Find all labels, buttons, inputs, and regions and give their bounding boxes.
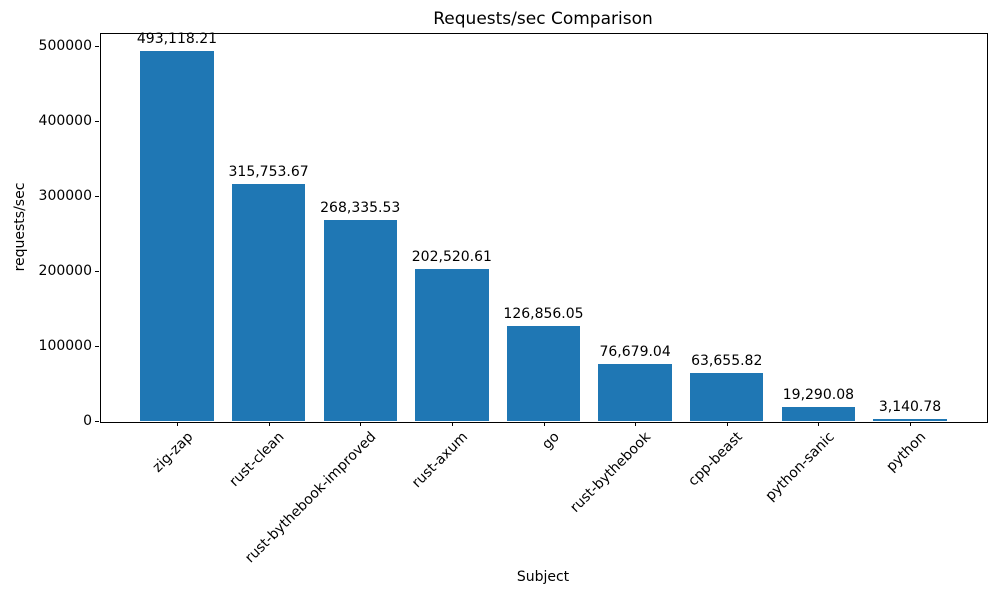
bar-value-label-zig-zap: 493,118.21	[136, 31, 218, 48]
bar-value-label-python-sanic: 19,290.08	[782, 386, 855, 403]
x-axis-tick	[726, 422, 728, 426]
y-axis-tick	[95, 421, 99, 422]
x-axis-label: Subject	[516, 569, 570, 585]
y-axis-tick-label: 100000	[38, 338, 92, 355]
bar-value-label-rust-axum: 202,520.61	[411, 249, 492, 266]
x-axis-tick-label-python-sanic: python-sanic	[762, 429, 838, 505]
bar-value-label-go: 126,856.05	[503, 305, 584, 322]
bar-rust-bythebook	[598, 363, 672, 421]
y-axis-tick-label: 500000	[38, 38, 92, 55]
bar-value-label-cpp-beast: 63,655.82	[691, 353, 763, 370]
y-axis-tick	[95, 46, 99, 48]
x-axis-tick-label-cpp-beast: cpp-beast	[685, 429, 747, 490]
y-axis-tick-label: 0	[83, 413, 92, 429]
bar-go	[506, 325, 581, 421]
x-axis-tick	[818, 422, 820, 426]
bar-cpp-beast	[690, 373, 764, 421]
bar-python-sanic	[781, 406, 856, 421]
x-axis-tick-label-python: python	[883, 429, 930, 475]
y-axis-label: requests/sec	[12, 182, 28, 272]
y-axis-tick	[95, 196, 99, 198]
x-axis-tick	[543, 422, 545, 426]
y-axis-tick	[95, 271, 99, 273]
bar-value-label-rust-bythebook: 76,679.04	[599, 343, 671, 360]
bar-rust-clean	[231, 184, 306, 421]
x-axis-tick-label-zig-zap: zig-zap	[149, 429, 197, 476]
bar-python	[873, 418, 947, 421]
x-axis-tick	[910, 422, 912, 426]
x-axis-tick	[451, 422, 453, 426]
x-axis-tick-label-go: go	[539, 429, 563, 453]
y-axis-tick-label: 200000	[38, 263, 92, 280]
x-axis-tick	[268, 422, 270, 426]
bar-zig-zap	[140, 51, 214, 421]
x-axis-tick-label-rust-bythebook: rust-bythebook	[567, 429, 655, 516]
x-axis-tick-label-rust-axum: rust-axum	[409, 429, 472, 492]
y-axis-tick	[95, 121, 99, 123]
bar-value-label-rust-clean: 315,753.67	[228, 164, 309, 181]
bar-value-label-rust-bythebook-improved: 268,335.53	[320, 199, 401, 216]
y-axis-tick	[95, 346, 99, 348]
x-axis-tick-label-rust-clean: rust-clean	[227, 429, 288, 490]
x-axis-tick	[176, 422, 178, 426]
y-axis-tick-label: 300000	[38, 188, 92, 205]
bar-value-label-python: 3,140.78	[878, 398, 942, 415]
x-axis-tick	[635, 422, 637, 426]
bar-rust-bythebook-improved	[323, 219, 397, 421]
y-axis-tick-label: 400000	[38, 113, 92, 130]
x-axis-tick	[360, 422, 362, 426]
bar-rust-axum	[415, 269, 489, 421]
chart-title: Requests/sec Comparison	[433, 9, 653, 29]
